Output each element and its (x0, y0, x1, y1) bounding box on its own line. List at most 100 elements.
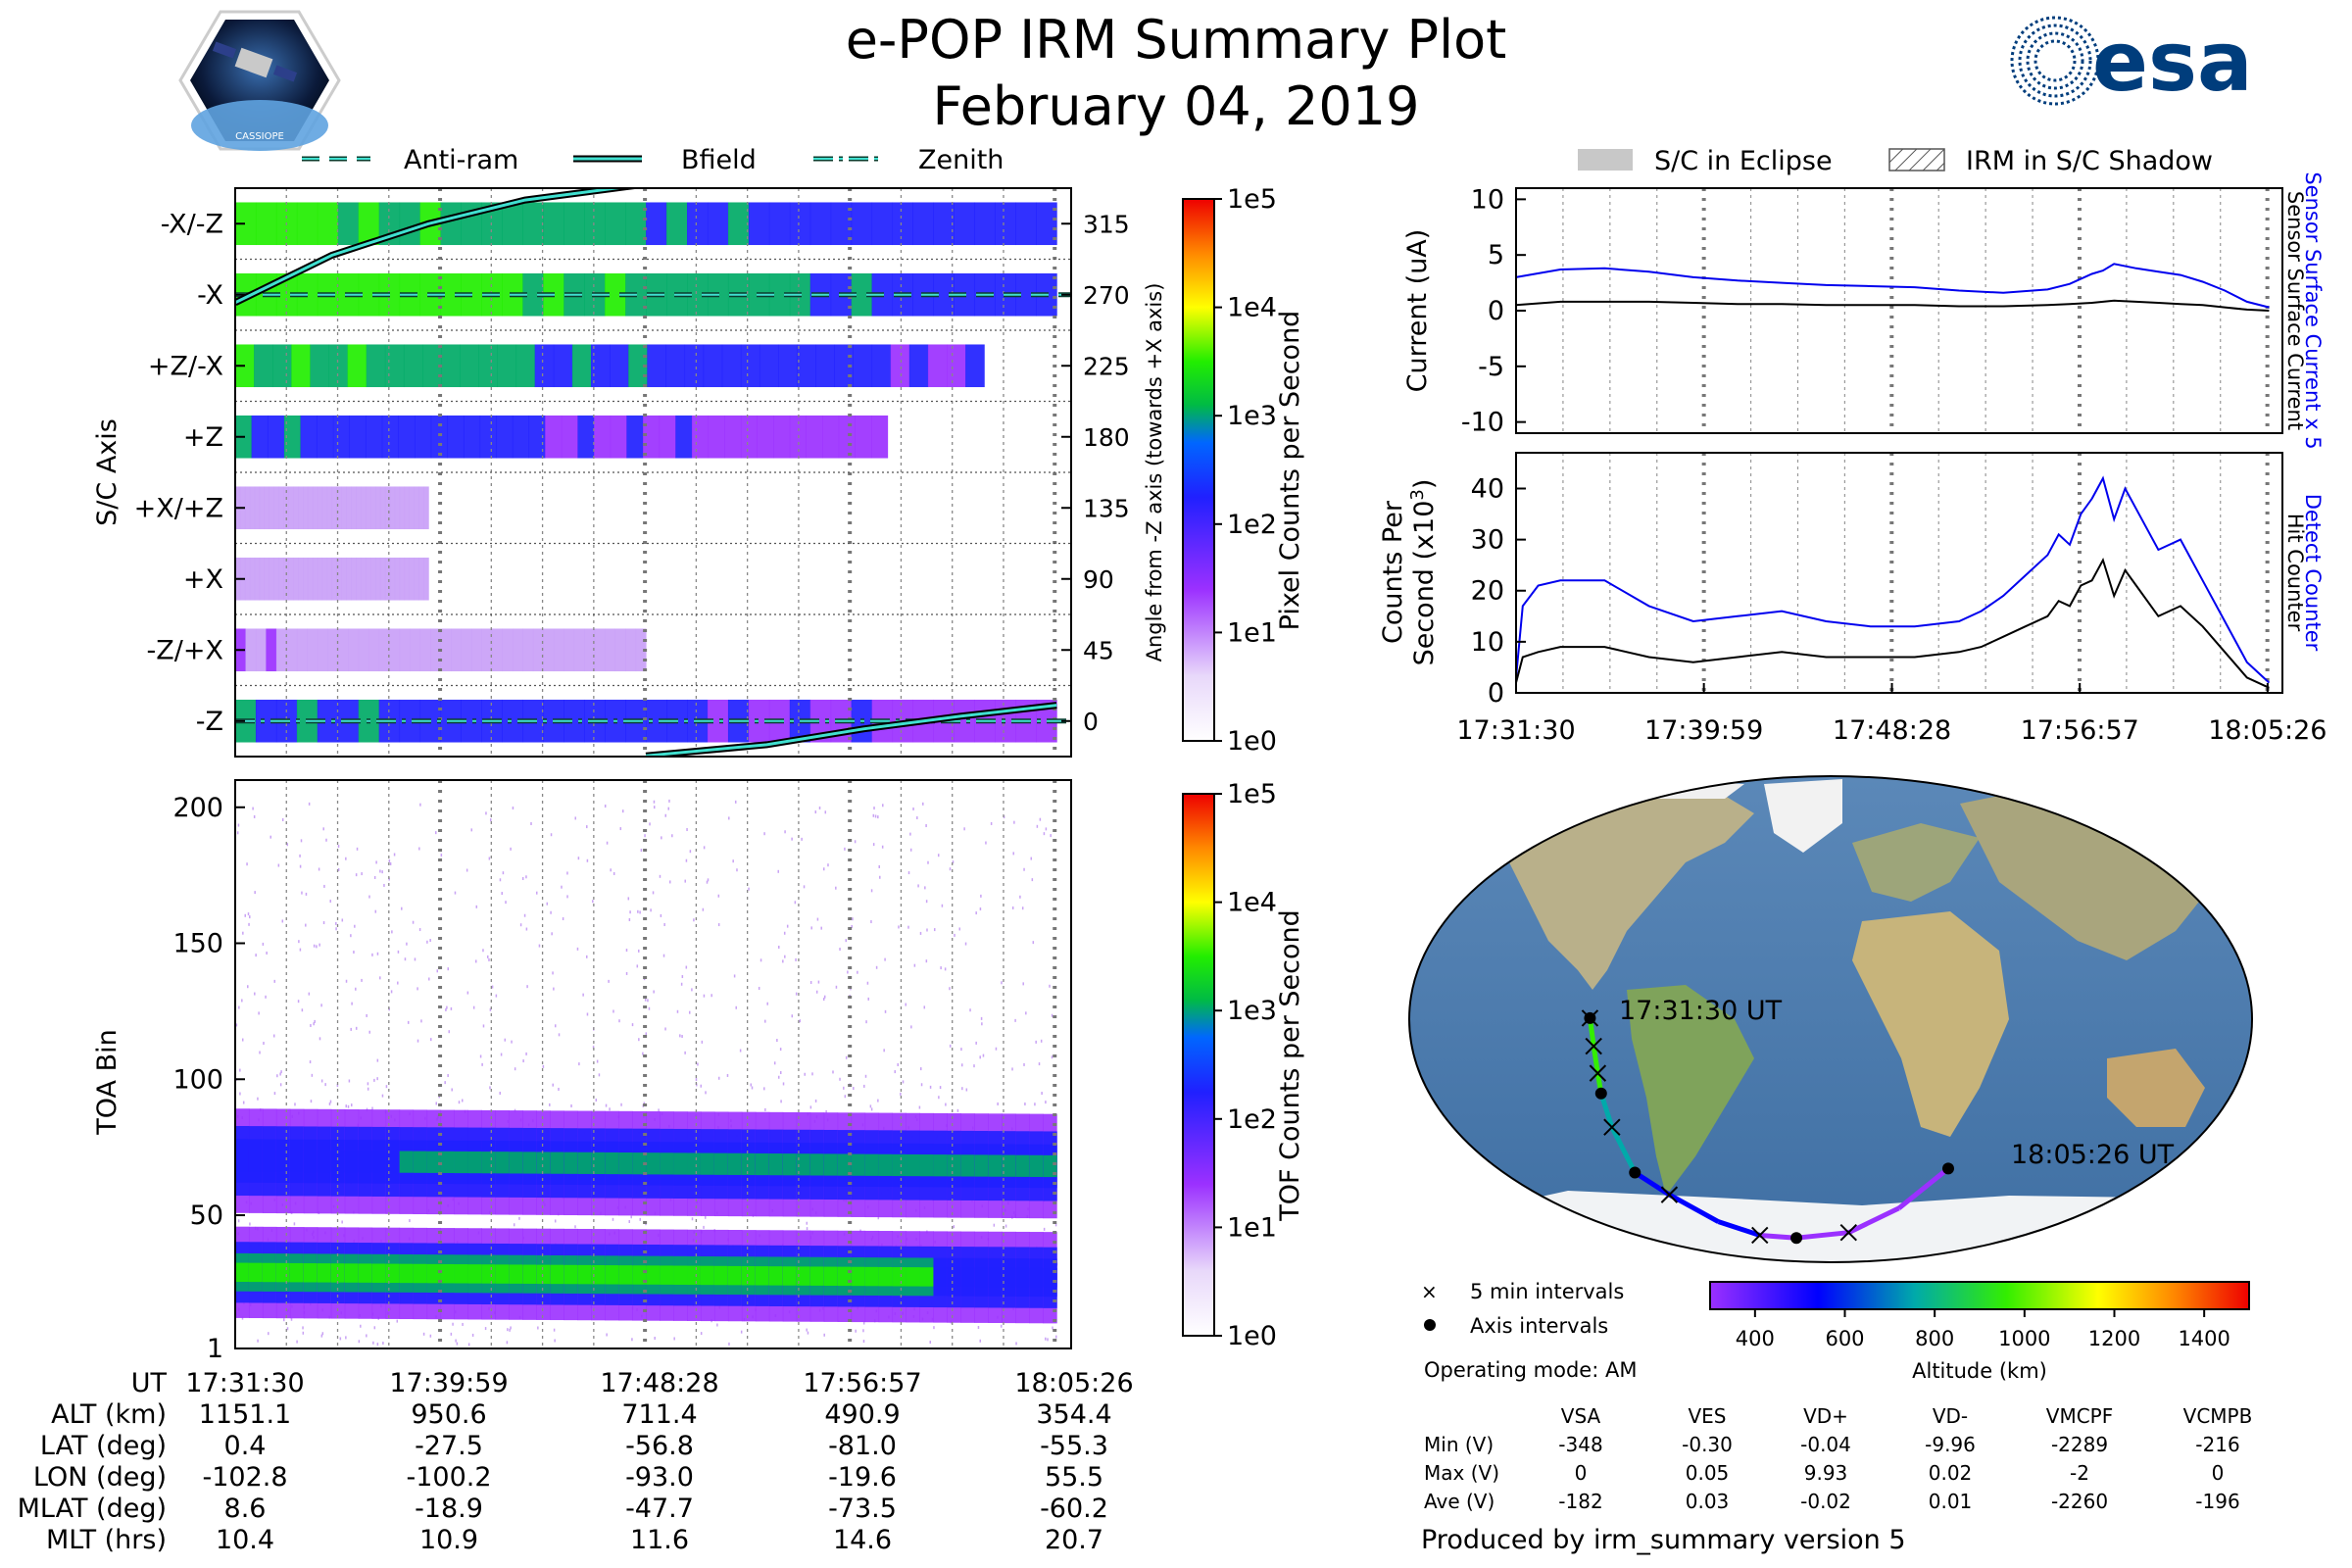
toa-noise-pixel (294, 1102, 296, 1106)
orbit-track-segment (1795, 1230, 1849, 1241)
cassiope-logo: CASSIOPE (176, 8, 343, 153)
sc-axis-band-cell (317, 415, 334, 459)
toa-noise-pixel (870, 1107, 873, 1111)
toa-noise-pixel (917, 884, 919, 888)
toa-noise-pixel (673, 1337, 675, 1341)
axis-interval-point (1790, 1232, 1803, 1245)
toa-noise-pixel (376, 1058, 379, 1062)
toa-noise-pixel (500, 1053, 503, 1056)
toa-noise-pixel (1035, 1040, 1037, 1044)
toa-noise-pixel (857, 970, 858, 974)
toa-noise-pixel (530, 821, 532, 825)
toa-noise-pixel (444, 1081, 446, 1085)
sc-axis-band-cell (255, 699, 277, 743)
toa-noise-pixel (806, 1227, 808, 1231)
toa-noise-pixel (758, 986, 760, 990)
toa-noise-pixel (1022, 982, 1024, 986)
toa-noise-pixel (862, 1329, 864, 1333)
sc-axis-band-cell (317, 486, 323, 530)
toa-noise-pixel (470, 828, 473, 832)
sc-axis-band-cell (348, 628, 360, 672)
toa-band-cell (1015, 1154, 1030, 1177)
toa-noise-pixel (1039, 817, 1042, 821)
sc-axis-band-cell (461, 699, 482, 743)
toa-noise-pixel (780, 1100, 782, 1103)
sc-axis-band-cell (522, 628, 534, 672)
voltage-row-label: Ave (V) (1424, 1490, 1495, 1513)
sc-axis-band-cell (815, 344, 835, 388)
orbit-cell: 17:48:28 (600, 1368, 719, 1398)
legend-top-right: S/C in Eclipse IRM in S/C Shadow (1578, 146, 2213, 176)
toa-noise-pixel (816, 917, 819, 921)
toa-noise-pixel (519, 923, 522, 927)
toa-noise-pixel (739, 1049, 742, 1053)
toa-noise-pixel (318, 1037, 321, 1041)
sc-axis-band-cell (286, 628, 298, 672)
toa-noise-pixel (321, 1332, 324, 1336)
toa-noise-pixel (803, 885, 806, 889)
voltage-header: VSA (1560, 1404, 1601, 1428)
toa-noise-pixel (642, 1052, 644, 1055)
sc-axis-band-cell (349, 415, 367, 459)
toa-noise-pixel (1040, 1039, 1043, 1043)
voltage-cell: 9.93 (1803, 1461, 1848, 1485)
toa-noise-pixel (938, 1096, 940, 1100)
toa-noise-pixel (606, 841, 609, 845)
toa-band-cell (618, 1265, 633, 1285)
sc-axis-band-cell (293, 486, 299, 530)
toa-noise-pixel (625, 971, 628, 975)
toa-noise-pixel (1055, 1335, 1057, 1339)
toa-band-cell (385, 1263, 401, 1284)
toa-noise-pixel (236, 831, 239, 835)
voltage-cell: 0 (2211, 1461, 2225, 1485)
sc-axis-band-cell (707, 202, 729, 246)
toa-noise-pixel (257, 1339, 259, 1343)
toa-noise-pixel (814, 810, 817, 814)
toa-noise-pixel (509, 1328, 511, 1332)
sc-axis-band-cell (708, 415, 725, 459)
orbit-cell: -55.3 (1040, 1431, 1108, 1461)
toa-noise-pixel (827, 863, 829, 867)
sc-axis-band-cell (341, 486, 347, 530)
toa-band-cell (673, 1265, 688, 1285)
toa-band-cell (235, 1262, 250, 1283)
toa-noise-pixel (882, 804, 884, 808)
toa-noise-pixel (239, 1092, 241, 1096)
sc-axis-band-cell (740, 415, 759, 459)
toa-band-cell (317, 1263, 332, 1283)
toa-tick-label: 100 (172, 1064, 223, 1095)
toa-noise-pixel (506, 1341, 509, 1345)
toa-noise-pixel (382, 1342, 384, 1346)
toa-noise-pixel (703, 1225, 705, 1229)
sc-axis-band-cell (822, 415, 840, 459)
toa-noise-pixel (680, 982, 683, 986)
toa-band-cell (344, 1151, 360, 1173)
toa-noise-pixel (237, 1219, 240, 1223)
toa-noise-pixel (484, 1327, 487, 1331)
toa-noise-pixel (924, 886, 926, 890)
toa-noise-pixel (316, 945, 318, 949)
toa-noise-pixel (447, 1074, 449, 1078)
toa-band-cell (906, 1153, 921, 1177)
toa-noise-pixel (782, 959, 784, 963)
toa-noise-pixel (703, 846, 706, 850)
voltage-cell: -0.02 (1800, 1490, 1851, 1513)
sc-axis-band-cell (254, 486, 261, 530)
toa-noise-pixel (373, 1326, 376, 1330)
toa-noise-pixel (894, 1070, 897, 1074)
sc-axis-band-cell (326, 557, 333, 601)
toa-noise-pixel (455, 1339, 457, 1343)
sc-axis-band-cell (379, 486, 386, 530)
toa-noise-pixel (684, 1051, 686, 1054)
toa-noise-pixel (855, 1329, 857, 1333)
toa-band-cell (713, 1152, 729, 1175)
toa-noise-pixel (691, 988, 693, 992)
toa-noise-pixel (791, 837, 793, 841)
sc-axis-band-cell (646, 202, 667, 246)
toa-band-cell (371, 1263, 387, 1283)
toa-noise-pixel (945, 1102, 947, 1106)
toa-noise-pixel (733, 974, 736, 978)
sc-axis-band-cell (703, 344, 723, 388)
toa-noise-pixel (486, 955, 489, 958)
toa-noise-pixel (637, 949, 640, 953)
